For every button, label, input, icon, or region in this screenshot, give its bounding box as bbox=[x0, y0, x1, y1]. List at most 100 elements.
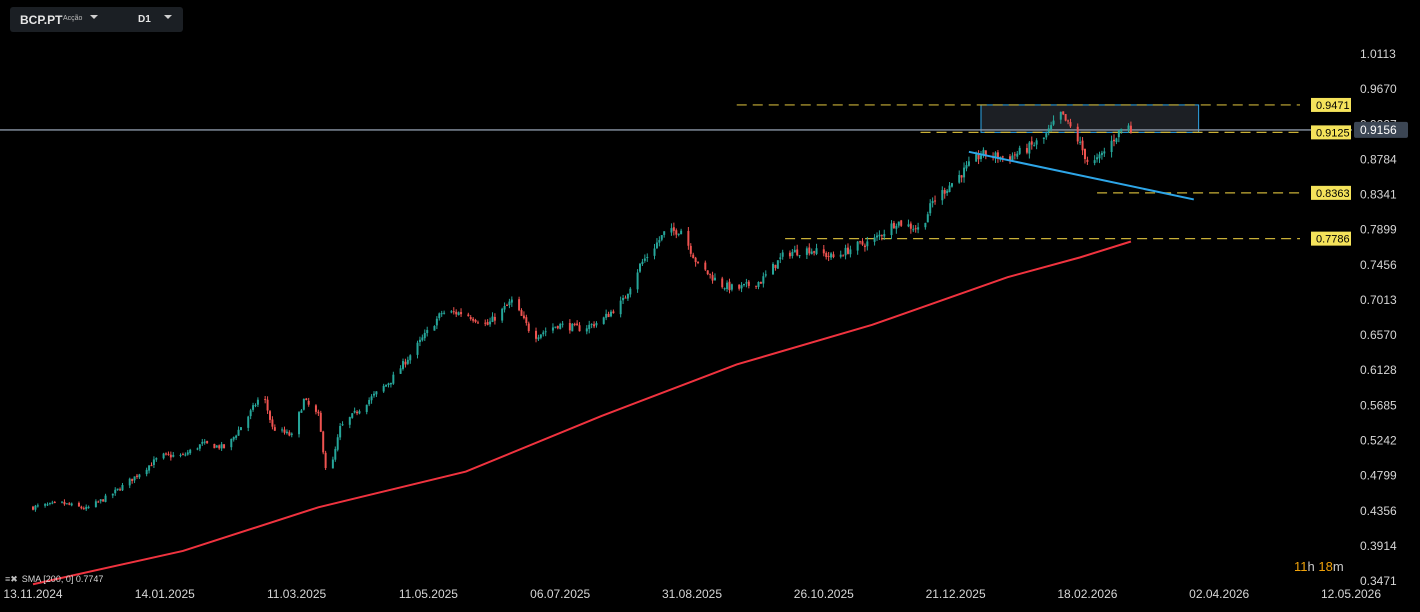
candle-up bbox=[975, 154, 978, 162]
candle-down bbox=[460, 312, 463, 315]
candle-down bbox=[593, 324, 596, 327]
candle-down bbox=[181, 454, 184, 456]
candle-up bbox=[179, 454, 182, 456]
candle-down bbox=[842, 255, 845, 257]
y-tick-label: 0.7456 bbox=[1360, 258, 1397, 272]
candle-up bbox=[389, 382, 392, 385]
candle-down bbox=[825, 253, 828, 258]
candle-down bbox=[960, 175, 963, 178]
candle-down bbox=[68, 503, 71, 505]
candle-up bbox=[856, 241, 859, 251]
candle-up bbox=[542, 332, 545, 335]
candle-up bbox=[873, 237, 876, 242]
candle-down bbox=[206, 440, 209, 444]
candle-down bbox=[213, 443, 216, 449]
candle-up bbox=[426, 330, 429, 334]
x-tick-label: 11.03.2025 bbox=[267, 587, 326, 601]
candle-down bbox=[356, 411, 359, 414]
candle-up bbox=[742, 283, 745, 286]
candle-up bbox=[907, 224, 910, 227]
candle-up bbox=[559, 323, 562, 329]
y-tick-label: 0.8784 bbox=[1360, 152, 1397, 166]
candle-up bbox=[247, 416, 250, 428]
candle-up bbox=[950, 183, 953, 187]
candle-up bbox=[958, 175, 961, 183]
candle-up bbox=[798, 255, 801, 257]
candle-down bbox=[474, 320, 477, 322]
candle-down bbox=[759, 281, 762, 284]
candle-up bbox=[963, 167, 966, 178]
candle-up bbox=[730, 284, 733, 290]
x-tick-label: 06.07.2025 bbox=[530, 587, 590, 601]
candle-up bbox=[438, 313, 441, 319]
chevron-down-icon[interactable] bbox=[90, 15, 98, 19]
candle-up bbox=[776, 260, 779, 269]
candle-down bbox=[404, 361, 407, 365]
candle-up bbox=[1059, 111, 1062, 120]
candle-down bbox=[859, 241, 862, 243]
candle-up bbox=[152, 459, 155, 465]
candle-down bbox=[892, 222, 895, 229]
candle-down bbox=[704, 262, 707, 270]
level-label: 0.9125 bbox=[1316, 127, 1350, 139]
candle-up bbox=[128, 478, 131, 486]
candle-up bbox=[1018, 147, 1021, 154]
candle-up bbox=[793, 249, 796, 253]
candle-down bbox=[689, 245, 692, 254]
candle-up bbox=[629, 288, 632, 295]
candle-down bbox=[102, 499, 105, 502]
indicator-icon: ≡✖ bbox=[5, 574, 18, 584]
candle-down bbox=[119, 489, 122, 491]
candle-up bbox=[815, 248, 818, 254]
candle-up bbox=[440, 313, 443, 315]
candle-down bbox=[484, 322, 487, 324]
timeframe-selector[interactable]: D1 bbox=[138, 14, 151, 25]
candle-up bbox=[764, 274, 767, 276]
candle-down bbox=[1086, 159, 1089, 162]
y-tick-label: 0.5242 bbox=[1360, 433, 1397, 447]
candle-down bbox=[624, 297, 627, 299]
candle-up bbox=[281, 429, 284, 431]
chevron-down-icon[interactable] bbox=[164, 15, 172, 19]
candle-up bbox=[423, 332, 426, 339]
candle-up bbox=[639, 263, 642, 272]
level-label-bg bbox=[1311, 97, 1351, 112]
candle-down bbox=[319, 412, 322, 432]
candle-down bbox=[493, 316, 496, 321]
candle-up bbox=[94, 501, 97, 508]
candle-up bbox=[370, 396, 373, 401]
candle-down bbox=[755, 285, 758, 287]
candle-up bbox=[450, 311, 453, 313]
candle-up bbox=[302, 398, 305, 410]
candle-up bbox=[375, 391, 378, 395]
candle-up bbox=[215, 445, 218, 448]
candle-up bbox=[114, 489, 117, 494]
candle-up bbox=[740, 285, 743, 289]
y-tick-label: 0.6570 bbox=[1360, 328, 1397, 342]
candle-up bbox=[967, 161, 970, 166]
candle-down bbox=[556, 325, 559, 329]
candle-down bbox=[1083, 148, 1086, 160]
candle-up bbox=[189, 449, 192, 454]
candle-up bbox=[844, 247, 847, 256]
candle-down bbox=[317, 411, 320, 414]
candle-down bbox=[788, 252, 791, 257]
candle-down bbox=[80, 506, 83, 509]
candle-up bbox=[368, 400, 371, 405]
candle-up bbox=[622, 297, 625, 301]
candle-up bbox=[1096, 157, 1099, 160]
symbol-type-label: Acção bbox=[63, 15, 83, 22]
candle-down bbox=[711, 275, 714, 281]
candle-up bbox=[348, 417, 351, 425]
candle-down bbox=[808, 247, 811, 254]
candle-up bbox=[358, 411, 361, 414]
candle-down bbox=[472, 318, 475, 321]
sma-indicator-legend[interactable]: ≡✖ SMA [200, 0] 0.7747 bbox=[5, 574, 103, 585]
candle-up bbox=[230, 438, 233, 448]
candle-up bbox=[235, 435, 238, 438]
candle-down bbox=[747, 281, 750, 286]
symbol-selector[interactable]: BCP.PT bbox=[20, 13, 63, 27]
candle-up bbox=[544, 331, 547, 333]
candle-down bbox=[694, 257, 697, 263]
